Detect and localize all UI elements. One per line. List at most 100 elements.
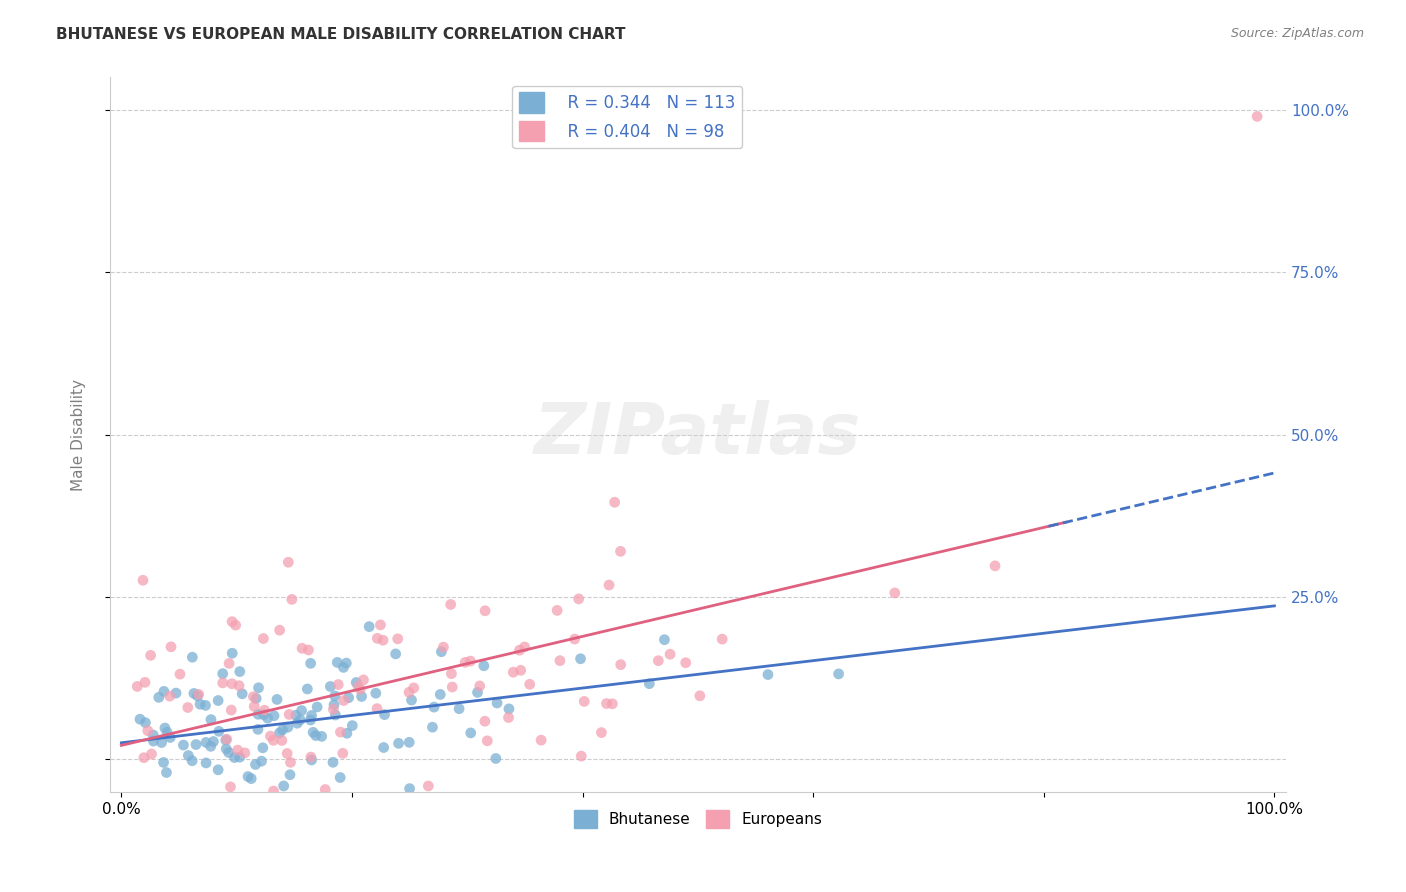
Europeans — [242, 690, 264, 704]
Europeans — [675, 656, 697, 670]
Europeans — [440, 666, 463, 681]
Bhutanese — [332, 660, 354, 674]
Europeans — [132, 805, 155, 819]
Europeans — [564, 632, 586, 646]
Bhutanese — [236, 770, 259, 784]
Europeans — [441, 680, 464, 694]
Europeans — [215, 732, 238, 747]
Europeans — [277, 555, 299, 569]
Bhutanese — [245, 691, 267, 706]
Europeans — [502, 665, 524, 680]
Bhutanese — [172, 738, 194, 752]
Bhutanese — [278, 768, 301, 782]
Bhutanese — [342, 718, 364, 732]
Bhutanese — [486, 696, 509, 710]
Bhutanese — [252, 740, 274, 755]
Bhutanese — [301, 753, 323, 767]
Bhutanese — [152, 756, 174, 770]
Bhutanese — [756, 667, 779, 681]
Bhutanese — [247, 681, 270, 695]
Europeans — [276, 747, 298, 761]
Europeans — [262, 733, 284, 747]
Bhutanese — [305, 729, 328, 743]
Bhutanese — [290, 713, 312, 727]
Europeans — [659, 647, 682, 661]
Europeans — [595, 697, 617, 711]
Europeans — [211, 676, 233, 690]
Europeans — [259, 729, 281, 743]
Bhutanese — [153, 721, 176, 735]
Europeans — [159, 689, 181, 703]
Bhutanese — [323, 698, 346, 712]
Bhutanese — [472, 658, 495, 673]
Bhutanese — [373, 740, 395, 755]
Bhutanese — [218, 746, 240, 760]
Bhutanese — [183, 686, 205, 700]
Europeans — [347, 680, 370, 694]
Europeans — [141, 747, 163, 761]
Bhutanese — [211, 666, 233, 681]
Bhutanese — [250, 754, 273, 768]
Europeans — [569, 749, 592, 764]
Europeans — [418, 779, 440, 793]
Bhutanese — [398, 735, 420, 749]
Bhutanese — [231, 687, 253, 701]
Bhutanese — [284, 708, 307, 723]
Bhutanese — [177, 748, 200, 763]
Bhutanese — [384, 647, 406, 661]
Europeans — [281, 592, 304, 607]
Europeans — [187, 687, 209, 701]
Europeans — [498, 710, 520, 724]
Europeans — [371, 633, 394, 648]
Europeans — [603, 495, 626, 509]
Europeans — [460, 654, 482, 668]
Bhutanese — [188, 697, 211, 711]
Europeans — [387, 632, 409, 646]
Europeans — [219, 780, 242, 794]
Bhutanese — [285, 716, 308, 731]
Europeans — [984, 558, 1007, 573]
Europeans — [263, 784, 285, 798]
Europeans — [226, 743, 249, 757]
Bhutanese — [273, 779, 295, 793]
Europeans — [370, 618, 392, 632]
Europeans — [253, 703, 276, 717]
Bhutanese — [245, 757, 267, 772]
Bhutanese — [422, 720, 444, 734]
Bhutanese — [200, 713, 222, 727]
Europeans — [225, 618, 247, 632]
Bhutanese — [207, 693, 229, 707]
Bhutanese — [307, 700, 329, 714]
Europeans — [280, 756, 302, 770]
Bhutanese — [335, 656, 357, 670]
Bhutanese — [301, 708, 323, 723]
Europeans — [519, 677, 541, 691]
Europeans — [468, 679, 491, 693]
Bhutanese — [269, 726, 291, 740]
Bhutanese — [148, 690, 170, 705]
Bhutanese — [329, 771, 352, 785]
Bhutanese — [323, 689, 346, 703]
Europeans — [136, 723, 159, 738]
Bhutanese — [277, 720, 299, 734]
Bhutanese — [224, 750, 246, 764]
Europeans — [366, 701, 388, 715]
Bhutanese — [207, 763, 229, 777]
Bhutanese — [467, 685, 489, 699]
Bhutanese — [247, 707, 270, 722]
Europeans — [177, 700, 200, 714]
Europeans — [270, 733, 292, 747]
Bhutanese — [177, 805, 200, 819]
Bhutanese — [256, 711, 278, 725]
Europeans — [221, 615, 243, 629]
Bhutanese — [654, 632, 676, 647]
Bhutanese — [638, 676, 661, 690]
Bhutanese — [337, 690, 360, 705]
Bhutanese — [322, 756, 344, 770]
Europeans — [297, 643, 319, 657]
Europeans — [509, 643, 531, 657]
Bhutanese — [165, 686, 187, 700]
Bhutanese — [221, 646, 243, 660]
Text: ZIPatlas: ZIPatlas — [534, 401, 862, 469]
Bhutanese — [449, 702, 471, 716]
